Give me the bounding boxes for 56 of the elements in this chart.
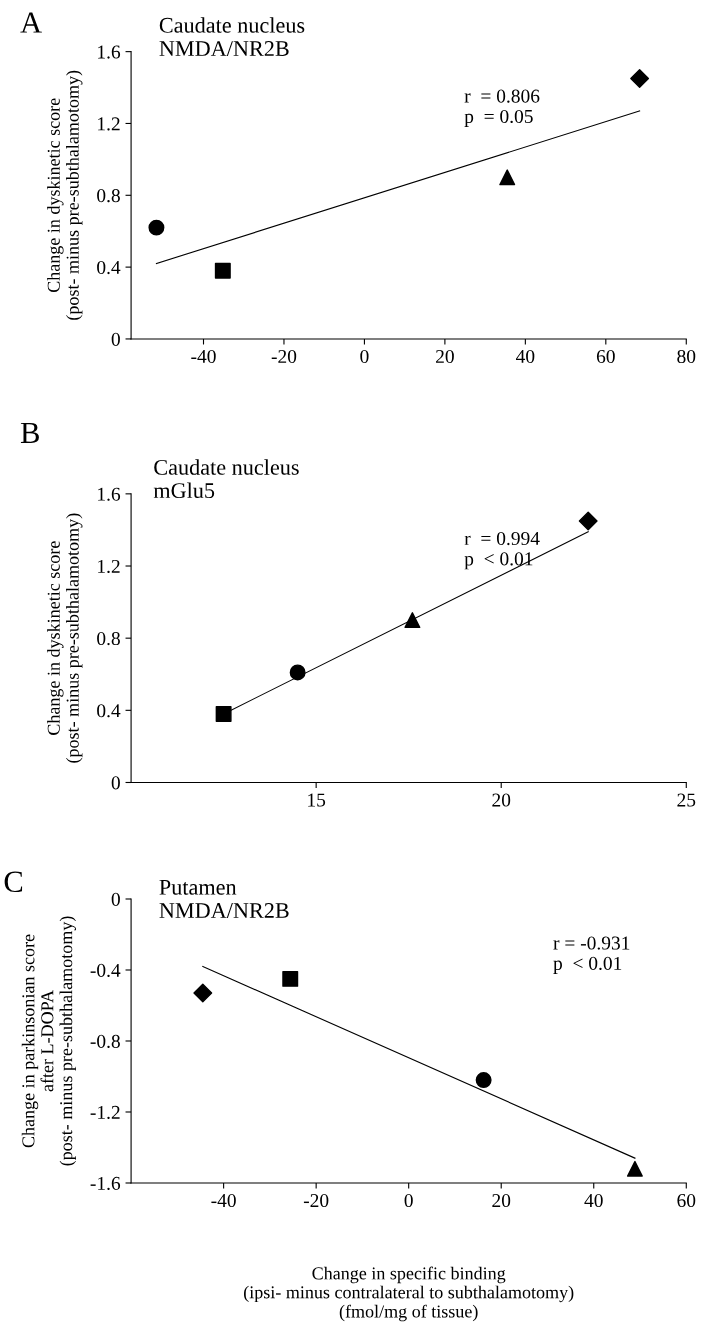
point [626,1160,643,1177]
point [630,69,650,89]
x-tick-label: 40 [516,349,535,364]
annotation: Putamen NMDA/NR2B [159,879,289,918]
y-tick-label: 0 [111,892,120,906]
point [404,612,421,629]
x-tick-label: 60 [596,349,615,364]
x-tick-label: 20 [436,349,454,364]
x-tick-label: 0 [360,349,369,364]
text: B [20,422,39,443]
y-tick-label: -1.6 [90,1176,121,1191]
x-tick-label: 20 [492,793,511,807]
point [215,705,232,722]
y-tick-label: 0 [111,776,120,790]
y-tick-label: 0.4 [97,260,121,275]
y-axis-title: Change in dyskinetic score (post- minus pre-subthalamotomy) [47,513,83,763]
point [282,970,299,987]
annotation: r = -0.931 p < 0.01 [553,936,630,974]
point [475,1072,492,1089]
x-tick-label: 25 [677,793,696,807]
x-tick-label: -20 [303,1193,329,1208]
text: C [4,871,23,893]
x-axis-title: Change in specific binding (ipsi- minus contralateral to subthalamotomy) (fmol/mg of tissue) [244,1266,574,1322]
text: A [20,12,42,33]
annotation: r = 0.994 p < 0.01 [464,531,540,570]
y-tick-label: 0.8 [97,189,120,203]
x-tick-label: -40 [211,1193,236,1208]
point [193,983,213,1003]
x-tick-label: -40 [191,349,216,364]
x-tick-label: -20 [271,349,297,364]
x-tick-label: 40 [584,1193,603,1208]
point [289,664,306,681]
y-axis-title: Change in dyskinetic score (post- minus pre-subthalamotomy) [47,70,83,320]
y-tick-label: 1.6 [98,45,121,59]
annotation: Caudate nucleus NMDA/NR2B [159,17,305,57]
y-tick-label: 0.4 [97,704,121,718]
x-tick-label: 20 [492,1193,511,1208]
y-tick-label: 1.6 [98,487,121,501]
x-tick-label: 60 [677,1193,696,1208]
y-tick-label: 0 [111,332,120,346]
point [578,511,598,531]
y-tick-label: -0.4 [90,963,121,978]
x-tick-label: 0 [404,1193,413,1208]
x-tick-label: 15 [308,793,326,807]
y-tick-label: -0.8 [90,1034,120,1049]
point [148,219,165,236]
y-tick-label: 1.2 [98,559,120,574]
y-tick-label: -1.2 [90,1105,120,1120]
y-axis-title: Change in parkinsonian score after L-DOPA (post- minus pre-subthalamotomy) [21,916,76,1166]
annotation: Caudate nucleus mGlu5 [153,459,299,499]
x-tick-label: 80 [677,349,696,364]
y-tick-label: 1.2 [98,117,120,131]
point [499,169,516,186]
point [214,262,231,279]
annotation: r = 0.806 p = 0.05 [464,89,540,127]
y-tick-label: 0.8 [97,631,120,646]
